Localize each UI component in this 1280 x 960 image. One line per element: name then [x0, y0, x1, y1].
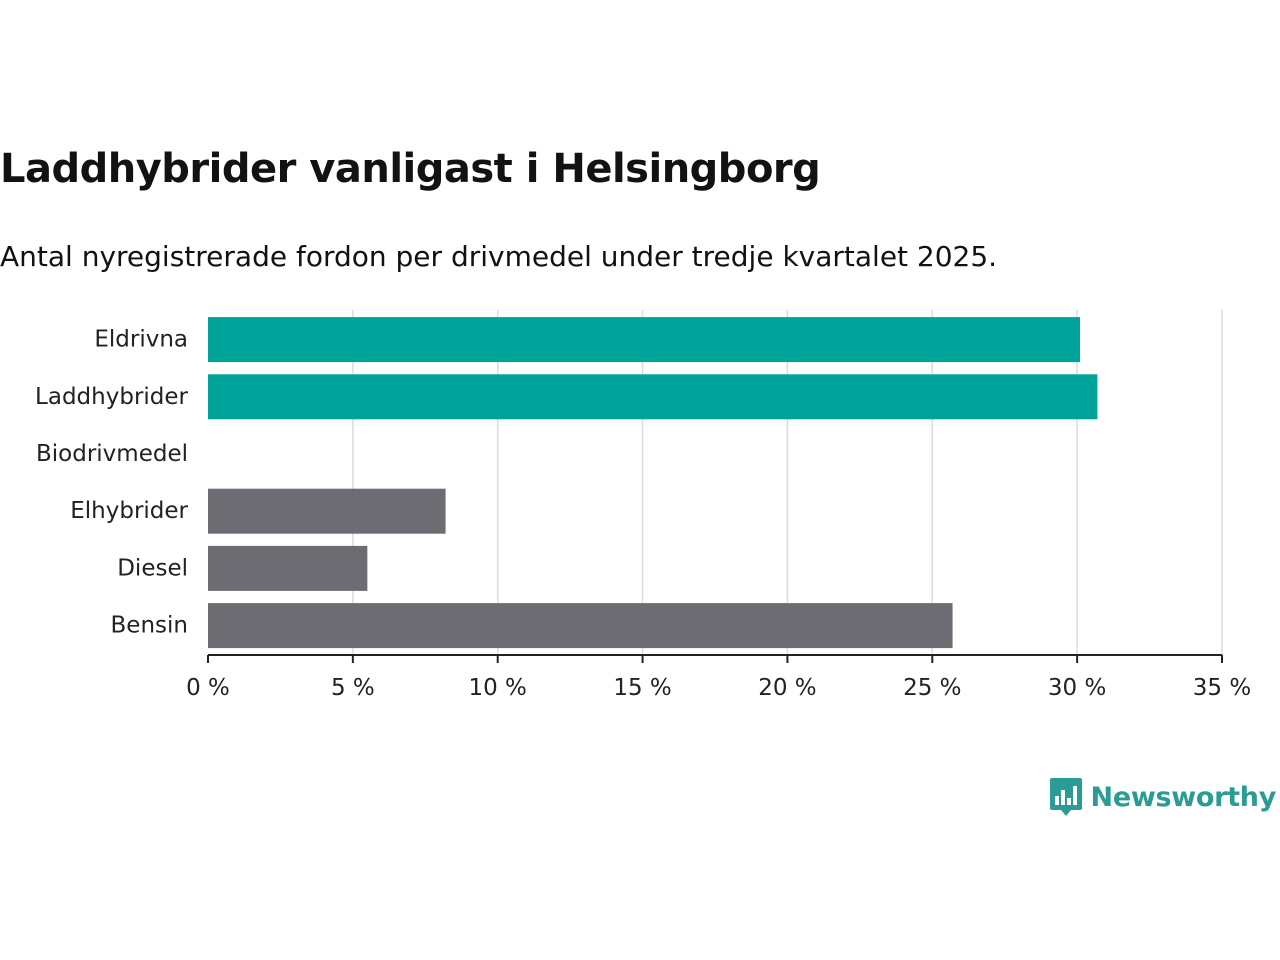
bar-diesel [208, 545, 368, 591]
x-tick-label: 35 % [1193, 675, 1251, 701]
x-tick-label: 0 % [186, 675, 230, 701]
category-label: Eldrivna [94, 327, 188, 353]
category-label: Elhybrider [70, 498, 188, 524]
bar-eldrivna [208, 317, 1081, 363]
newsworthy-logo-text: Newsworthy [1090, 781, 1277, 813]
x-tick-label: 15 % [613, 675, 671, 701]
x-tick-label: 5 % [331, 675, 375, 701]
x-axis: 0 % 5 % 10 % 15 % 20 % 25 % 30 % 35 % [186, 654, 1251, 701]
chart-title: Laddhybrider vanligast i Helsingborg [0, 146, 821, 192]
x-tick-label: 30 % [1048, 675, 1106, 701]
category-label: Biodrivmedel [36, 441, 188, 467]
category-label: Laddhybrider [35, 384, 188, 410]
category-labels: Eldrivna Laddhybrider Biodrivmedel Elhybrid… [35, 327, 188, 639]
x-tick-label: 10 % [468, 675, 526, 701]
chart-subtitle: Antal nyregistrerade fordon per drivmede… [0, 240, 998, 273]
newsworthy-logo: Newsworthy [1049, 776, 1276, 818]
grid-lines [352, 310, 1223, 655]
category-label: Bensin [111, 613, 188, 639]
bar-bensin [208, 603, 953, 649]
x-tick-label: 25 % [903, 675, 961, 701]
bar-elhybrider [208, 488, 446, 534]
newsworthy-logo-icon [1049, 778, 1082, 816]
category-label: Diesel [117, 555, 188, 581]
x-tick-label: 20 % [758, 675, 816, 701]
bar-laddhybrider [208, 374, 1098, 420]
bars [208, 317, 1098, 649]
